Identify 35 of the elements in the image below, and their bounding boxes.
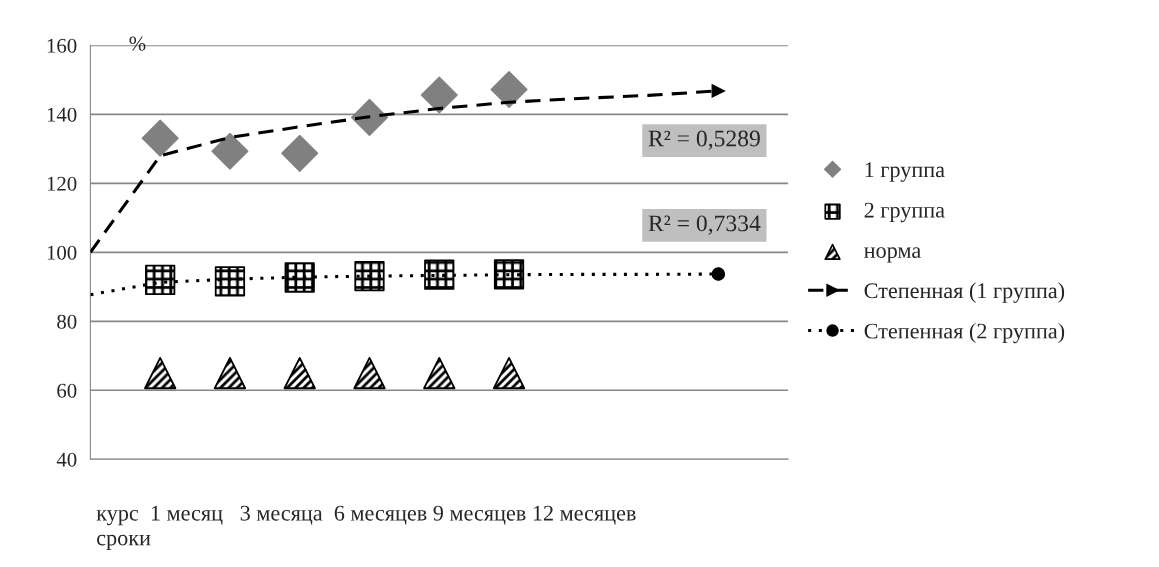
y-axis-title: %: [129, 36, 146, 51]
legend-label: норма: [864, 247, 921, 263]
point: [284, 262, 315, 293]
point: [354, 260, 385, 292]
point: [423, 356, 456, 390]
point: [144, 356, 177, 390]
y-tick-label: 40: [56, 452, 77, 467]
point: [420, 76, 458, 114]
legend-label: Степенная (2 группа): [864, 322, 1065, 344]
x-axis-title: курс 1 месяц 3 месяца 6 месяцев 9 месяцев 12 месяцев сроки: [96, 505, 636, 550]
y-tick-label: 60: [57, 383, 77, 398]
y-tick-label: 100: [47, 245, 77, 260]
point: [424, 259, 455, 290]
point: [211, 132, 249, 170]
point: [711, 84, 726, 98]
point: [490, 70, 528, 109]
point: [493, 259, 525, 290]
legend-label: 1 группа: [865, 162, 945, 182]
point: [492, 356, 526, 390]
y-tick-label: 80: [57, 314, 77, 329]
point: [283, 356, 316, 390]
point: [145, 264, 176, 296]
annotation: R² = 0,7334: [648, 215, 761, 235]
y-tick-label: 120: [47, 176, 77, 191]
y-tick-label: 140: [47, 107, 77, 122]
point: [141, 119, 179, 157]
point: [213, 356, 247, 390]
point: [711, 267, 726, 281]
point: [214, 266, 246, 297]
point: [353, 356, 386, 390]
y-tick-label: 160: [47, 38, 77, 53]
legend-label: 2 группа: [864, 202, 945, 223]
legend-label: Степенная (1 группа): [864, 282, 1065, 303]
point: [281, 134, 319, 172]
annotation: R² = 0,5289: [648, 130, 760, 150]
